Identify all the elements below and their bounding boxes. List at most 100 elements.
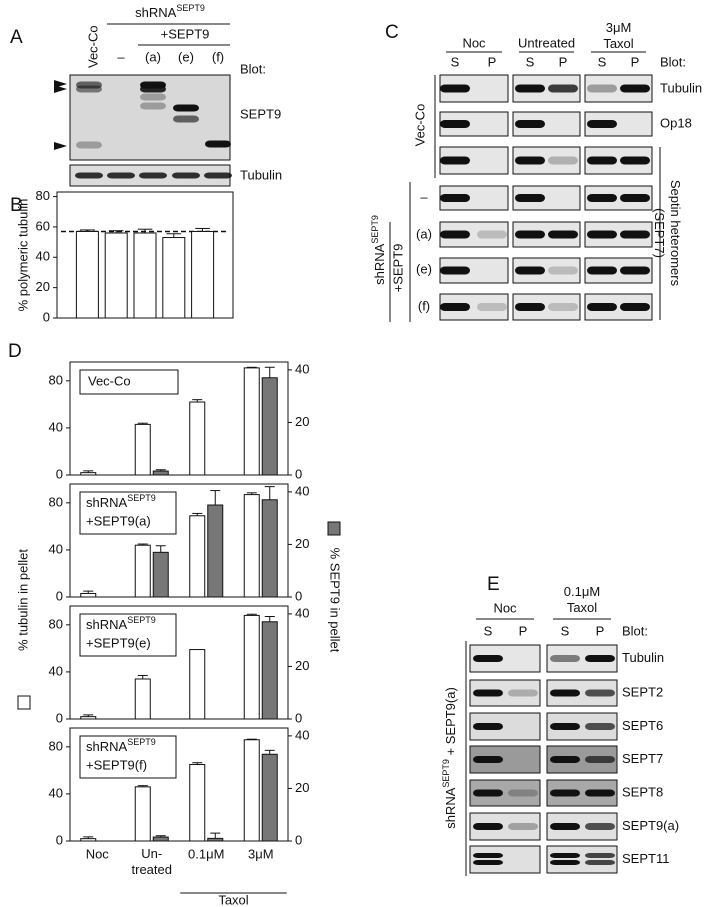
panel-letter: E xyxy=(487,574,500,595)
band xyxy=(140,85,166,93)
axis-annotation: Taxol xyxy=(218,892,248,907)
error-bar xyxy=(195,227,210,232)
column-label: Noc xyxy=(462,35,486,50)
plot-frame xyxy=(69,605,289,720)
y-tick-label: 40 xyxy=(49,663,63,678)
band xyxy=(515,303,545,311)
bar xyxy=(207,504,224,598)
y-tick-label: 60 xyxy=(36,218,50,233)
band xyxy=(585,860,615,865)
lane-label: S xyxy=(526,54,535,69)
band xyxy=(548,303,578,311)
lane-label: (a) xyxy=(145,49,161,64)
row-label: (f) xyxy=(418,298,430,313)
blot xyxy=(584,111,653,137)
error-bar xyxy=(137,228,153,233)
lane-label: S xyxy=(451,54,460,69)
text-sup: SEPT9 xyxy=(127,737,156,747)
blot xyxy=(546,845,618,874)
bar xyxy=(152,551,169,598)
row-group-label: +SEPT9 xyxy=(390,244,405,293)
group-label: shRNASEPT9 xyxy=(135,3,205,20)
bar xyxy=(134,786,151,842)
bar xyxy=(80,472,97,476)
bar xyxy=(261,753,278,842)
band xyxy=(550,723,580,730)
y-tick-label: 80 xyxy=(36,188,50,203)
band xyxy=(585,756,615,763)
band xyxy=(620,194,650,202)
y-tick-label: 80 xyxy=(49,494,63,509)
bar xyxy=(243,494,260,598)
error-bar xyxy=(264,616,275,622)
blot-label: Op18 xyxy=(660,115,692,130)
y2-tick-label: 20 xyxy=(295,658,309,673)
band xyxy=(75,172,103,179)
band xyxy=(473,860,503,865)
bar xyxy=(75,230,99,319)
column-label: 3μM Taxol xyxy=(603,20,633,51)
y-tick-label: 0 xyxy=(56,832,63,847)
bar xyxy=(134,544,151,598)
band xyxy=(548,156,578,165)
row-label: (e) xyxy=(416,261,432,276)
band xyxy=(172,172,200,179)
y-tick-label: 40 xyxy=(49,785,63,800)
band xyxy=(585,823,615,830)
band xyxy=(515,84,545,93)
bar xyxy=(261,499,278,598)
lane-label: P xyxy=(559,54,568,69)
band xyxy=(515,194,545,202)
text-line: Taxol xyxy=(603,36,633,51)
bar xyxy=(134,423,151,476)
panel-letter: A xyxy=(10,27,23,48)
panel-letter: B xyxy=(10,195,23,216)
error-bar xyxy=(166,233,182,238)
bar xyxy=(80,716,97,720)
arrowhead xyxy=(54,85,67,93)
band xyxy=(585,723,615,730)
text-base: shRNA xyxy=(372,243,387,285)
band xyxy=(440,303,470,311)
lane-label: P xyxy=(519,623,528,638)
y2-tick-label: 0 xyxy=(295,710,302,725)
text-line: 3μM xyxy=(606,20,632,35)
band xyxy=(440,156,470,165)
text-sup: SEPT9 xyxy=(176,3,205,13)
y-tick-label: 80 xyxy=(49,738,63,753)
blot xyxy=(469,845,541,874)
blot xyxy=(469,812,541,841)
band xyxy=(620,266,650,275)
y-tick-label: 0 xyxy=(56,588,63,603)
blot-heading: Blot: xyxy=(660,54,686,69)
band xyxy=(548,84,578,93)
y2-tick-label: 20 xyxy=(295,414,309,429)
band xyxy=(550,860,580,865)
y-tick-label: 0 xyxy=(43,309,50,324)
blot-label: SEPT7 xyxy=(622,751,663,766)
text-sup: SEPT9 xyxy=(127,615,156,625)
blot-label: SEPT2 xyxy=(622,684,663,699)
band xyxy=(587,266,617,275)
text-line: Taxol xyxy=(567,600,597,615)
band xyxy=(440,230,470,239)
band xyxy=(587,230,617,239)
band xyxy=(473,789,503,797)
subgroup-label: +SEPT9 xyxy=(161,26,210,41)
text-base: shRNA xyxy=(86,617,128,632)
band xyxy=(515,156,545,165)
error-bar xyxy=(264,366,275,378)
chart-label: +SEPT9(f) xyxy=(86,757,147,772)
band xyxy=(620,230,650,239)
row-label: (a) xyxy=(416,226,432,241)
band xyxy=(585,655,615,662)
blot-label: Tubulin xyxy=(240,167,282,182)
chart-label: +SEPT9(a) xyxy=(86,513,151,528)
x-tick-label: 3μM xyxy=(248,846,274,861)
bar xyxy=(152,836,169,842)
band xyxy=(550,789,580,797)
text-base: shRNA xyxy=(86,495,128,510)
bar xyxy=(191,230,215,319)
blot-label: Tubulin xyxy=(660,80,702,95)
band xyxy=(508,823,538,830)
